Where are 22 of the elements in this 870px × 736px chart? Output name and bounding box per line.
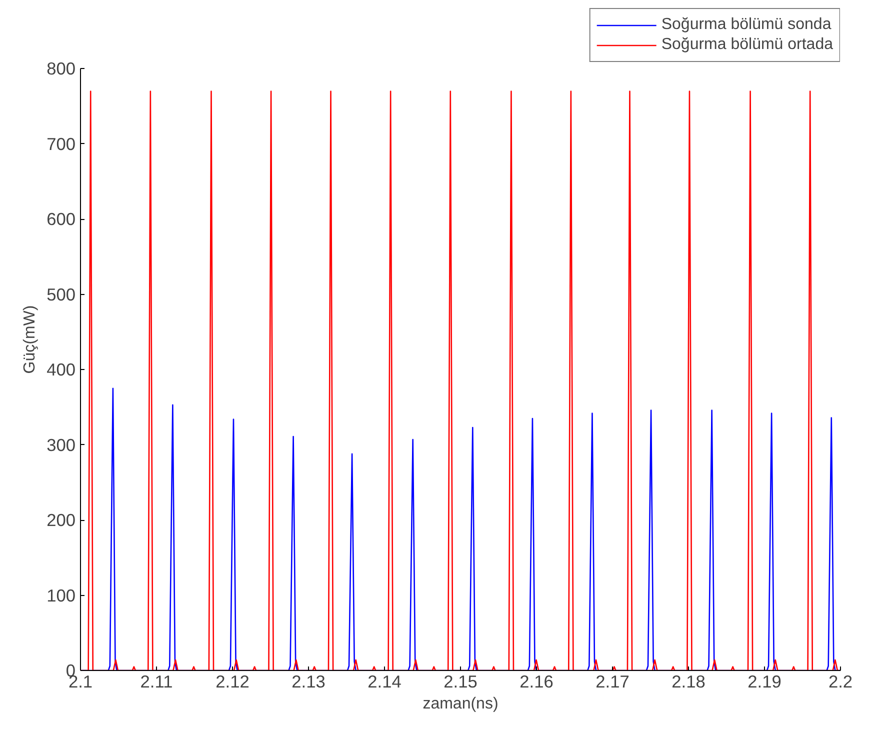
- y-tick-label: 400: [46, 360, 76, 380]
- y-tick-label: 700: [46, 134, 76, 154]
- x-tick-label: 2.15: [444, 672, 478, 692]
- x-tick-label: 2.19: [748, 672, 782, 692]
- x-tick-label: 2.2: [828, 672, 853, 692]
- y-tick-label: 300: [46, 434, 76, 455]
- y-tick-label: 100: [46, 585, 76, 606]
- x-axis-title: zaman(ns): [422, 696, 498, 712]
- y-axis-title: Güç(mW): [22, 305, 39, 374]
- y-tick-label: 600: [46, 209, 76, 230]
- x-tick-label: 2.18: [672, 672, 706, 692]
- x-tick-label: 2.11: [140, 672, 173, 692]
- x-tick-label: 2.13: [292, 672, 326, 692]
- x-tick-label: 2.17: [596, 672, 630, 692]
- y-tick-label: 800: [46, 58, 76, 79]
- x-tick-label: 2.12: [216, 672, 250, 692]
- x-tick-label: 2.14: [368, 672, 402, 692]
- legend-label: Soğurma bölümü sonda: [661, 16, 832, 34]
- legend-label: Soğurma bölümü ortada: [661, 36, 833, 54]
- x-tick-label: 2.16: [520, 672, 554, 692]
- y-tick-label: 200: [46, 510, 76, 530]
- y-tick-label: 500: [46, 284, 76, 304]
